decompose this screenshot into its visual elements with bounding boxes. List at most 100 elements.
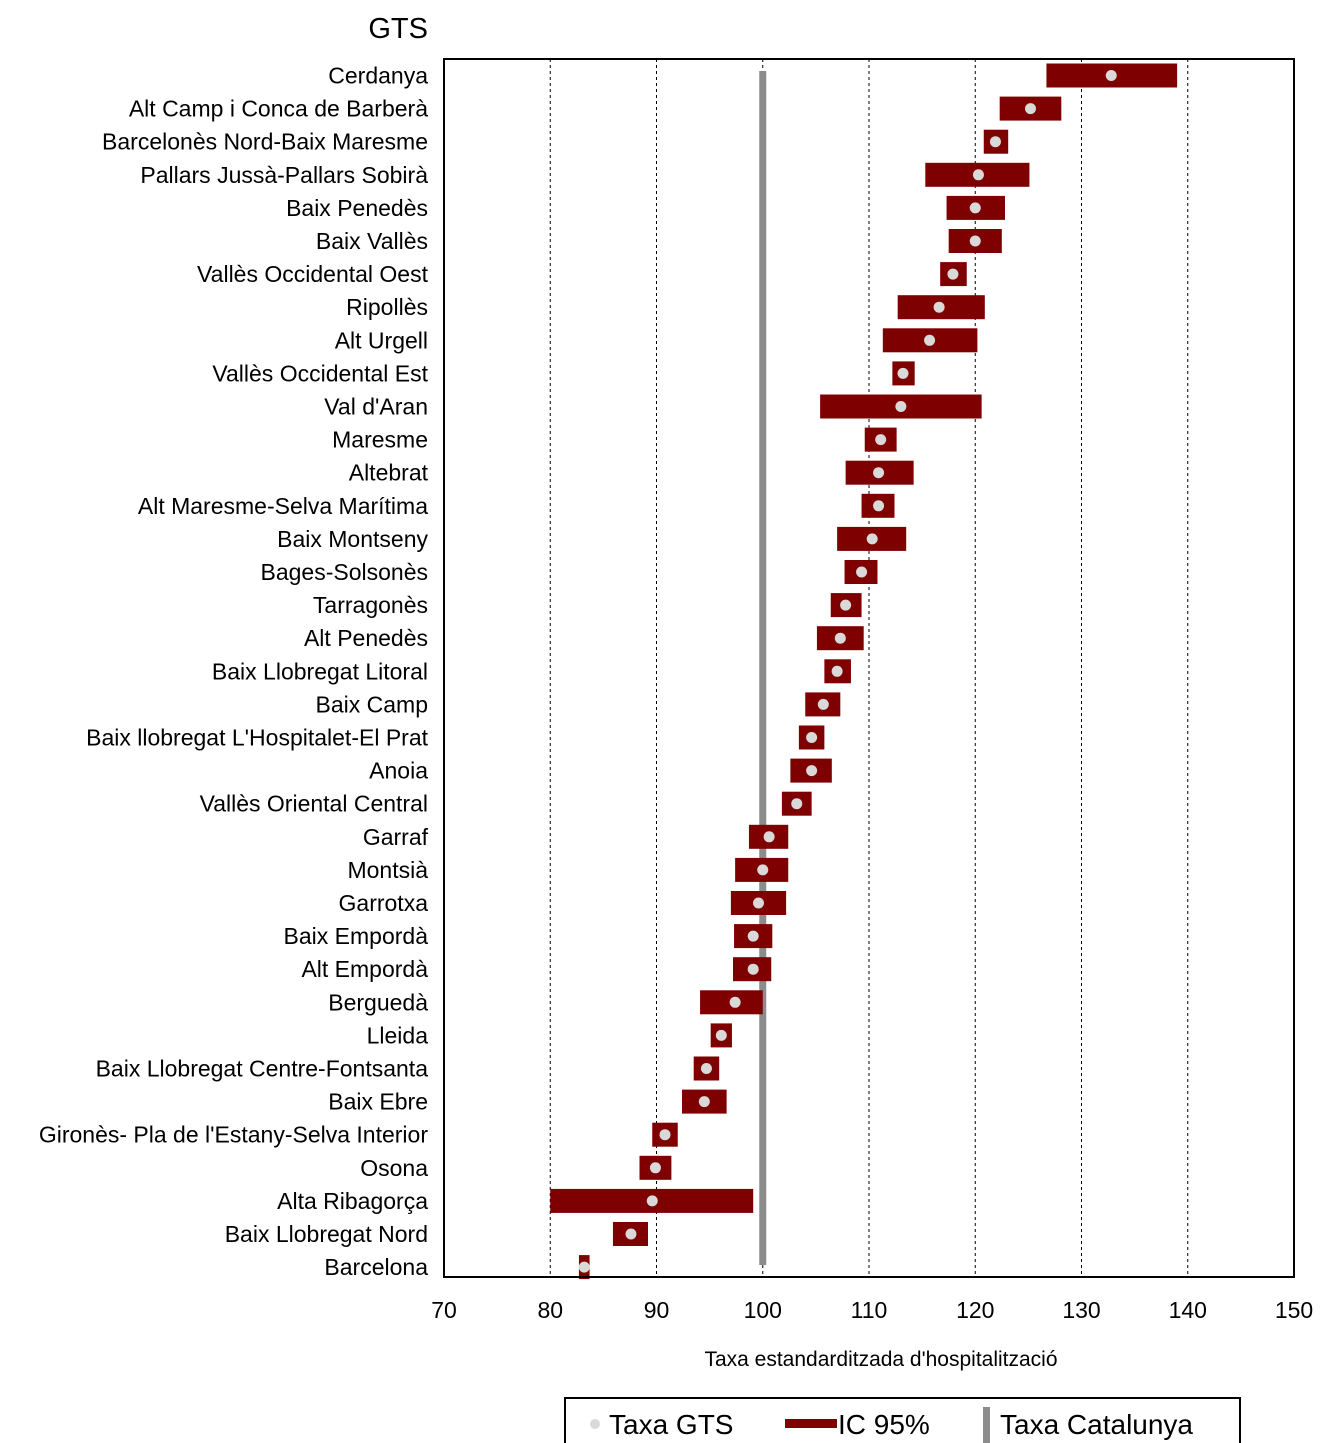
category-label: Lleida — [367, 1022, 429, 1048]
reference-line-group — [759, 71, 767, 1265]
point-marker — [625, 1228, 637, 1240]
point-marker — [757, 864, 769, 876]
point-marker — [698, 1096, 710, 1108]
point-marker — [972, 169, 984, 181]
category-label: Vallès Occidental Est — [212, 360, 428, 386]
category-label: Baix Ebre — [328, 1089, 428, 1115]
point-marker — [933, 301, 945, 313]
point-marker — [873, 500, 885, 512]
category-label: Baix Llobregat Nord — [225, 1221, 428, 1247]
point-marker — [924, 334, 936, 346]
category-label: Baix Llobregat Centre-Fontsanta — [96, 1056, 429, 1082]
plot-frame — [443, 58, 1295, 1278]
point-marker — [747, 963, 759, 975]
category-label: Maresme — [332, 427, 428, 453]
point-marker — [895, 401, 907, 412]
category-label: Alta Ribagorça — [277, 1188, 428, 1214]
category-label: Baix Vallès — [316, 228, 428, 254]
category-label: Baix Llobregat Litoral — [212, 658, 428, 684]
category-label: Montsià — [347, 857, 428, 883]
point-marker — [866, 533, 878, 545]
legend-point-label: Taxa GTS — [609, 1409, 733, 1440]
point-marker — [649, 1162, 661, 1174]
point-marker — [646, 1195, 658, 1207]
category-label: Barcelonès Nord-Baix Maresme — [102, 129, 428, 155]
category-label: Alt Penedès — [304, 625, 428, 651]
point-estimates — [578, 70, 1117, 1273]
confidence-intervals — [550, 63, 1178, 1280]
point-marker — [947, 268, 959, 280]
x-tick-label: 90 — [644, 1297, 670, 1323]
reference-line — [759, 71, 767, 1265]
category-label: Baix Camp — [316, 691, 428, 717]
point-marker — [1105, 70, 1117, 81]
point-marker — [791, 798, 803, 810]
legend-interval-marker — [785, 1419, 837, 1428]
category-label: Garraf — [363, 824, 429, 850]
category-label: Bages-Solsonès — [261, 559, 429, 585]
x-tick-label: 150 — [1275, 1297, 1313, 1323]
category-label: Alt Maresme-Selva Marítima — [138, 493, 428, 519]
point-marker — [834, 632, 846, 644]
category-label: Berguedà — [328, 989, 428, 1015]
legend-reference-marker — [983, 1407, 990, 1443]
grid-lines — [549, 59, 1189, 1277]
point-marker — [969, 202, 981, 214]
point-marker — [578, 1261, 590, 1273]
chart-title: GTS — [368, 13, 428, 45]
point-marker — [840, 599, 852, 611]
category-label: Alt Camp i Conca de Barberà — [129, 96, 428, 122]
category-label: Alt Empordà — [301, 956, 428, 982]
category-label: Baix Empordà — [284, 923, 429, 949]
x-tick-label: 140 — [1169, 1297, 1207, 1323]
category-label: Barcelona — [324, 1254, 428, 1280]
category-label: Pallars Jussà-Pallars Sobirà — [140, 162, 428, 188]
point-marker — [806, 732, 818, 743]
legend-box — [564, 1397, 1241, 1443]
x-tick-label: 70 — [431, 1297, 457, 1323]
category-label: Vallès Oriental Central — [200, 791, 428, 817]
point-marker — [715, 1029, 727, 1041]
category-labels: Cerdanya Alt Camp i Conca de Barberà Barce… — [39, 63, 429, 1281]
point-marker — [729, 996, 741, 1008]
legend-point-marker — [590, 1419, 600, 1429]
legend-reference-label: Taxa Catalunya — [1000, 1409, 1193, 1440]
point-marker — [969, 235, 981, 247]
point-marker — [747, 930, 759, 942]
point-marker — [856, 566, 868, 578]
point-marker — [1025, 103, 1036, 115]
category-label: Garrotxa — [339, 890, 429, 916]
legend-interval-label: IC 95% — [838, 1409, 930, 1440]
point-marker — [873, 467, 885, 479]
category-label: Baix Montseny — [277, 526, 428, 552]
category-label: Altebrat — [349, 460, 429, 486]
point-marker — [817, 698, 829, 710]
category-label: Gironès- Pla de l'Estany-Selva Interior — [39, 1122, 429, 1148]
point-marker — [875, 434, 887, 446]
x-tick-label: 80 — [537, 1297, 563, 1323]
point-marker — [753, 897, 764, 909]
point-marker — [989, 136, 1001, 148]
category-label: Cerdanya — [328, 63, 428, 89]
point-marker — [831, 665, 843, 677]
category-label: Anoia — [369, 758, 428, 784]
point-marker — [763, 831, 775, 843]
point-marker — [659, 1129, 671, 1141]
point-marker — [806, 765, 818, 777]
legend: Taxa GTS IC 95% Taxa Catalunya — [564, 1397, 1241, 1443]
point-marker — [897, 367, 909, 379]
category-label: Ripollès — [346, 294, 428, 320]
category-label: Vallès Occidental Oest — [197, 261, 429, 287]
x-tick-labels: 70 80 90 100 110 120 130 140 150 — [431, 1297, 1313, 1323]
point-marker — [700, 1063, 712, 1074]
x-axis-title: Taxa estandarditzada d'hospitalització — [704, 1348, 1057, 1371]
category-label: Baix Penedès — [286, 195, 428, 221]
category-label: Alt Urgell — [335, 327, 428, 353]
category-label: Osona — [360, 1155, 428, 1181]
category-label: Baix llobregat L'Hospitalet-El Prat — [86, 725, 428, 751]
x-tick-label: 110 — [851, 1297, 888, 1323]
category-label: Tarragonès — [313, 592, 428, 618]
x-tick-label: 130 — [1062, 1297, 1100, 1323]
x-tick-label: 120 — [956, 1297, 994, 1323]
